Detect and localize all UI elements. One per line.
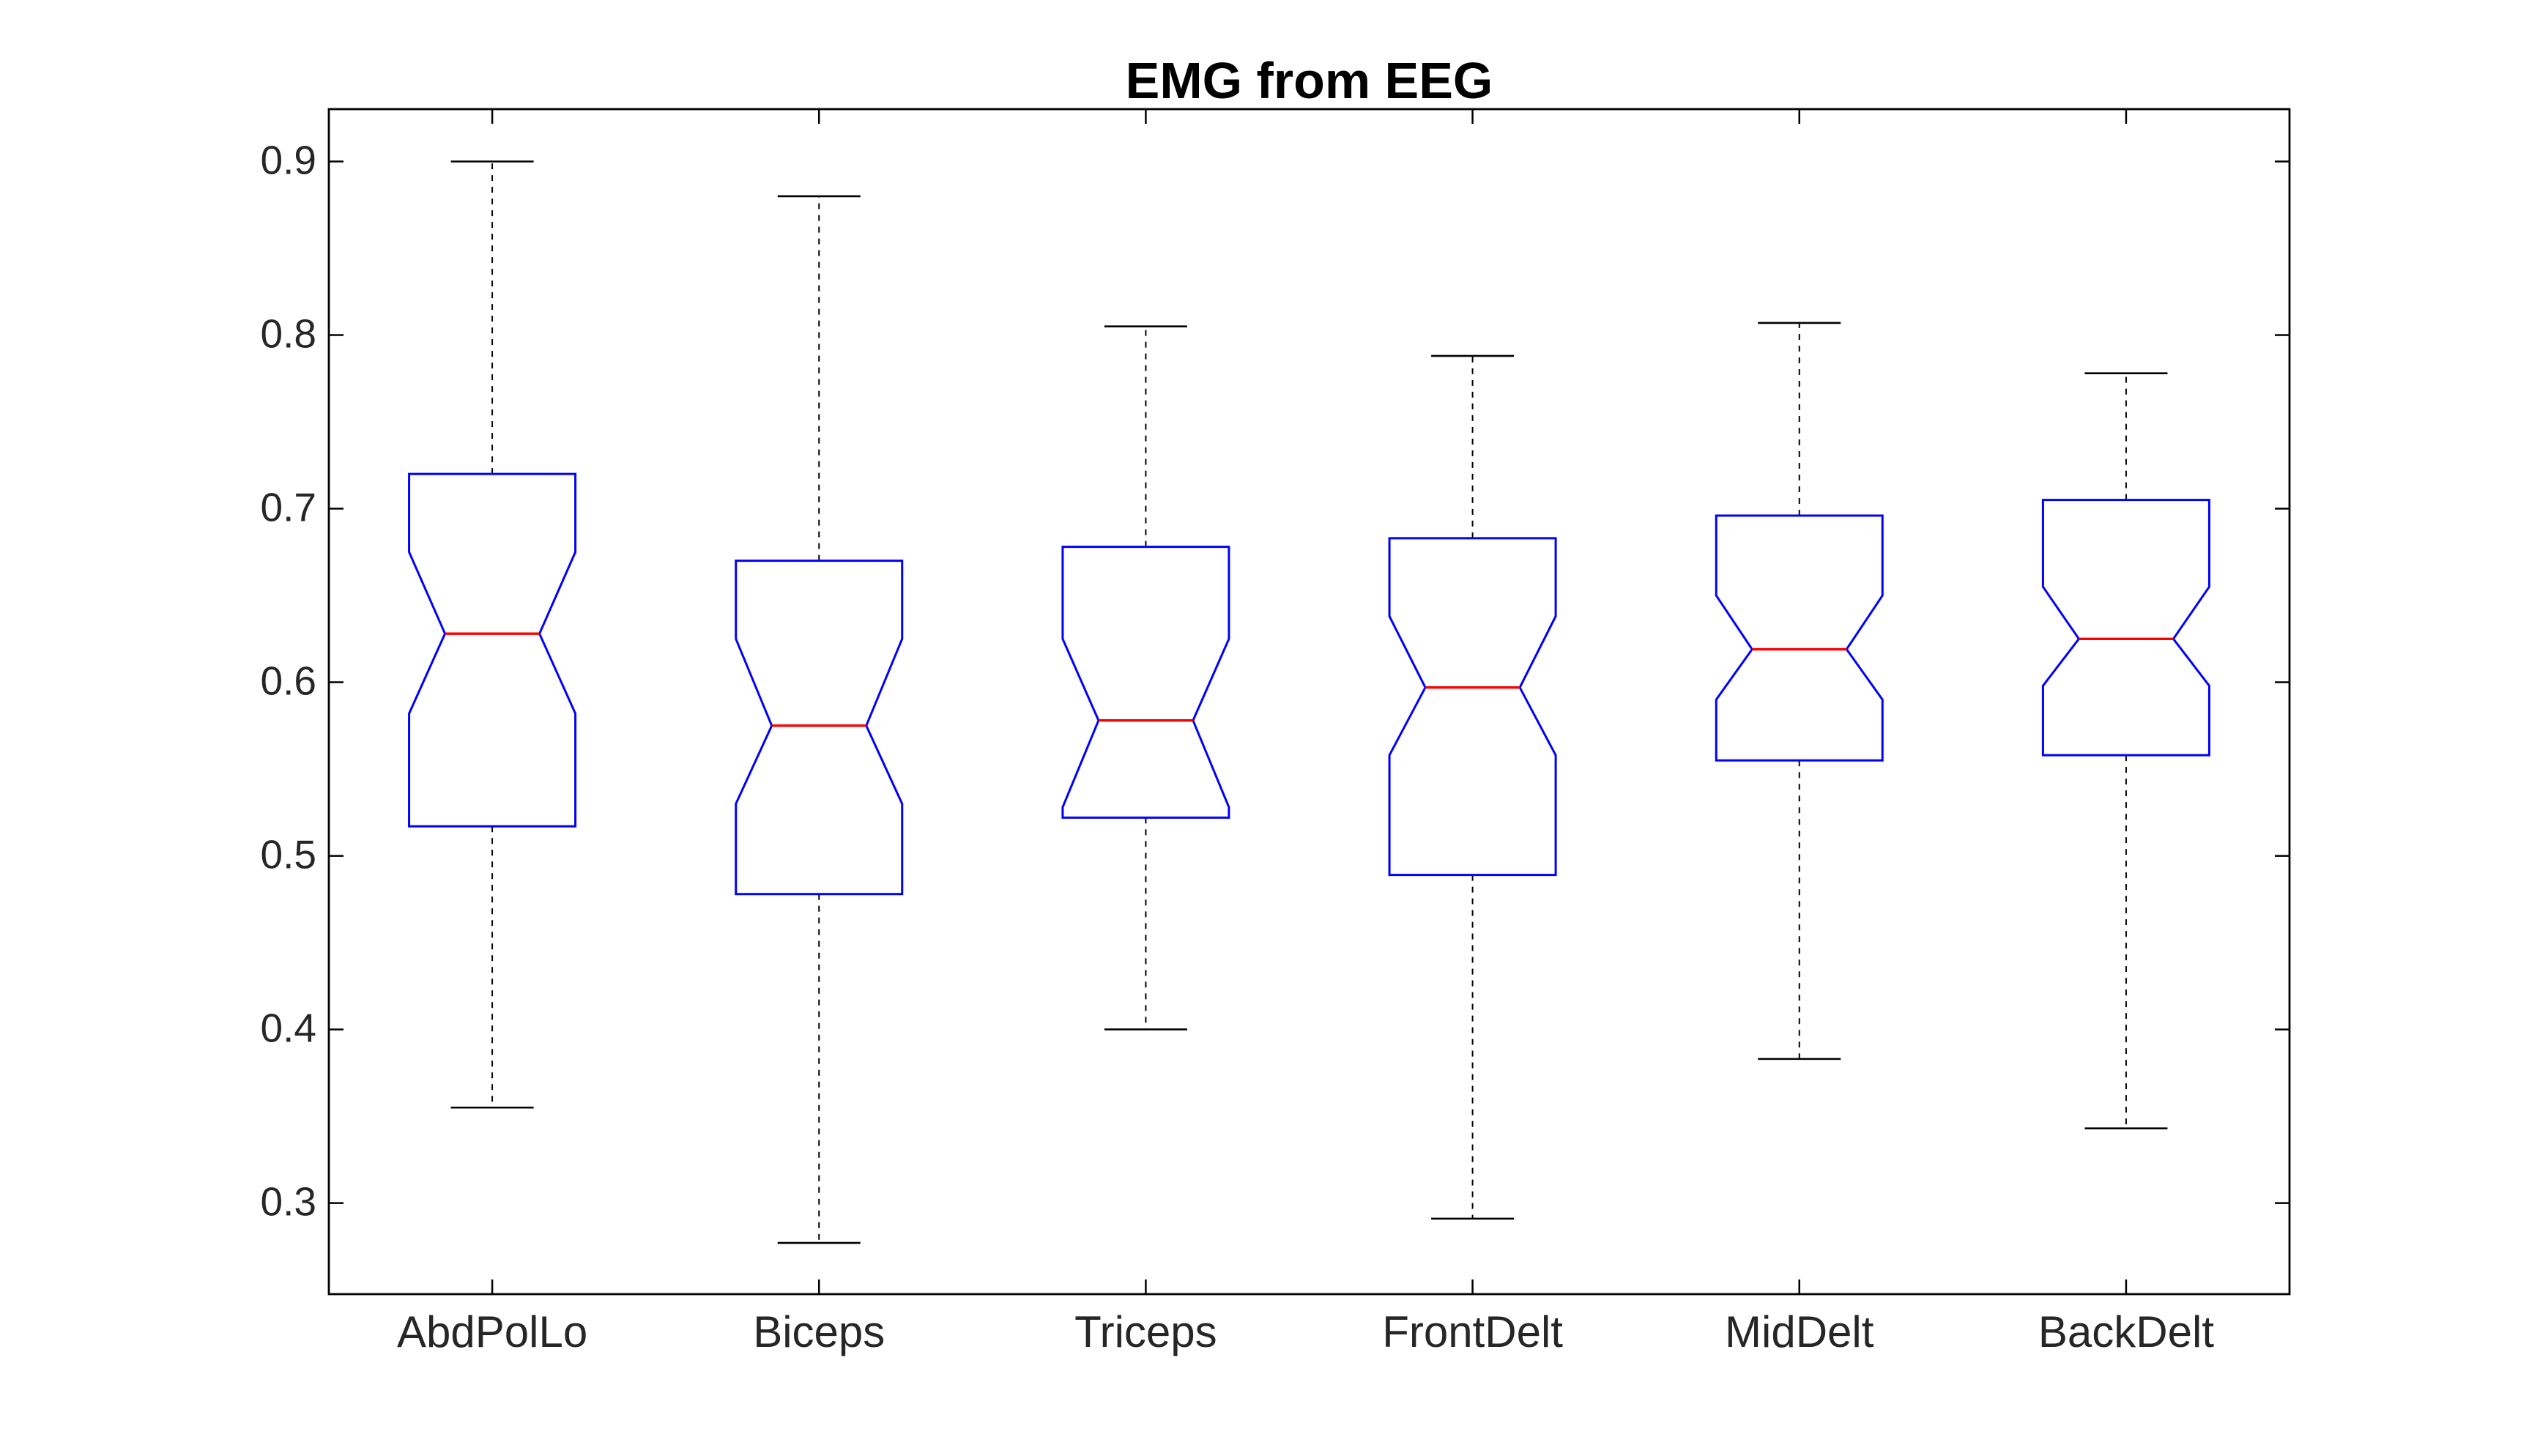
svg-text:FrontDelt: FrontDelt [1382,1307,1563,1356]
svg-text:0.8: 0.8 [261,311,316,357]
svg-text:Triceps: Triceps [1074,1307,1217,1356]
svg-text:Biceps: Biceps [753,1307,885,1356]
svg-text:MidDelt: MidDelt [1725,1307,1874,1356]
svg-text:0.6: 0.6 [261,658,316,704]
svg-text:0.5: 0.5 [261,832,316,877]
svg-text:0.9: 0.9 [261,138,316,183]
svg-text:0.4: 0.4 [261,1006,316,1051]
svg-text:EMG from EEG: EMG from EEG [1126,52,1493,109]
svg-text:AbdPolLo: AbdPolLo [397,1307,587,1356]
svg-text:0.7: 0.7 [261,485,316,530]
svg-text:BackDelt: BackDelt [2038,1307,2214,1356]
svg-text:0.3: 0.3 [261,1179,316,1225]
